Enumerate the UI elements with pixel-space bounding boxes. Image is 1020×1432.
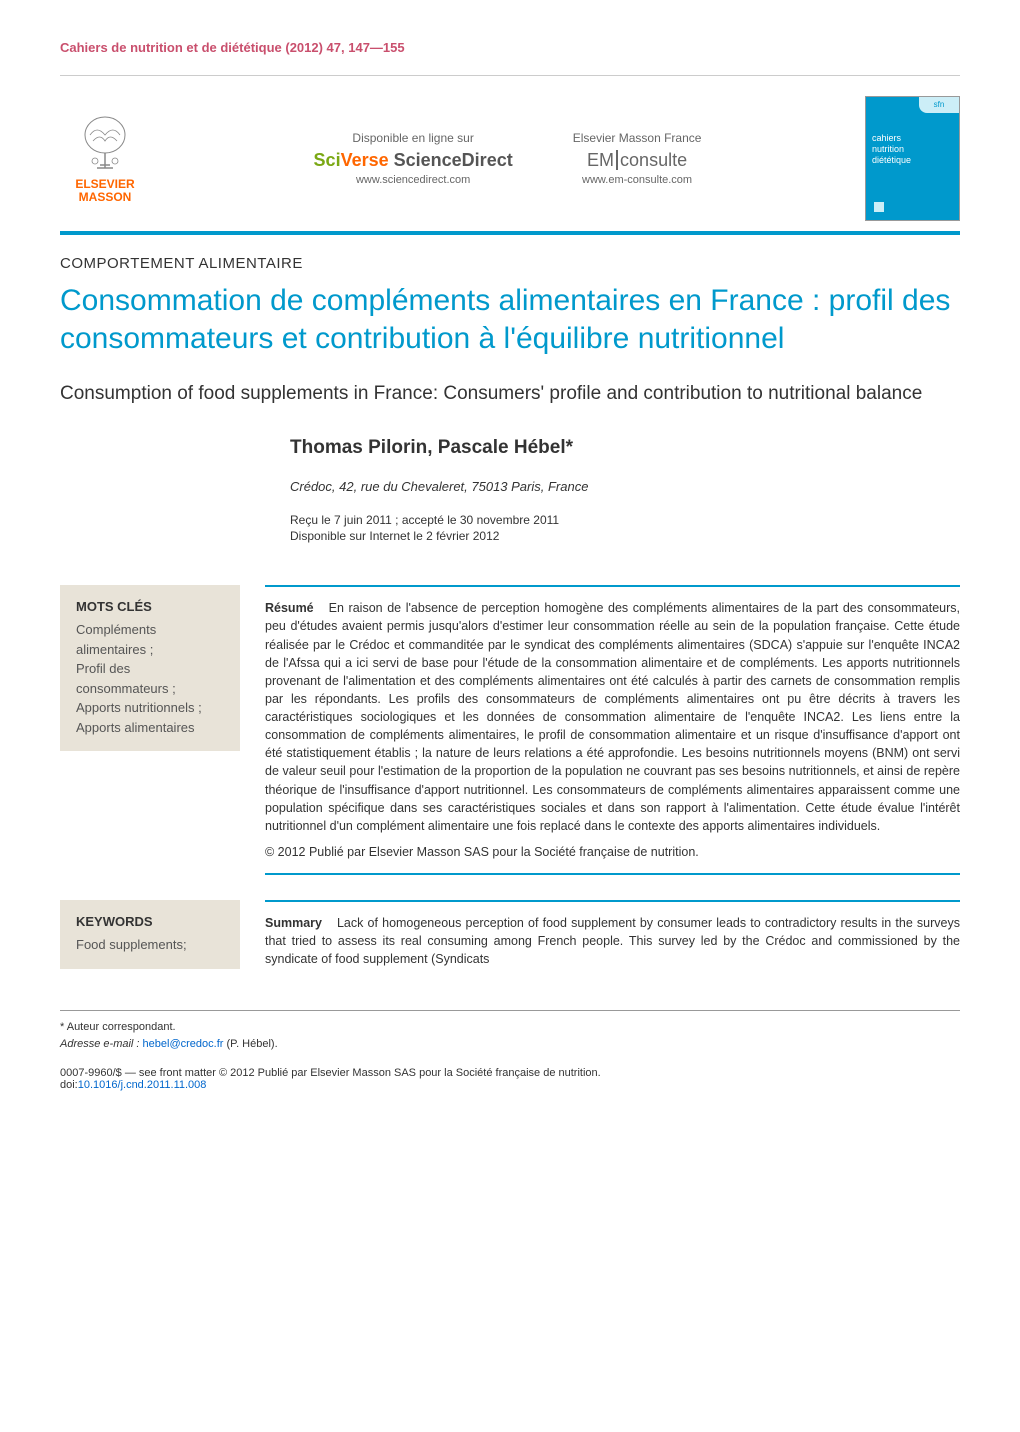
email-label: Adresse e-mail : xyxy=(60,1038,139,1050)
emconsulte-brand[interactable]: EMconsulte xyxy=(573,150,702,171)
resume-body: RésuméEn raison de l'absence de percepti… xyxy=(265,585,960,875)
summary-section: KEYWORDS Food supplements; SummaryLack o… xyxy=(60,900,960,980)
sciencedirect-url[interactable]: www.sciencedirect.com xyxy=(314,174,513,186)
header-center: Disponible en ligne sur SciVerse Science… xyxy=(314,131,702,186)
emconsulte-url[interactable]: www.em-consulte.com xyxy=(573,174,702,186)
sci-text: Sci xyxy=(314,150,341,170)
summary-label: Summary xyxy=(265,916,322,930)
elsevier-tree-icon xyxy=(75,113,135,173)
footnotes: * Auteur correspondant. Adresse e-mail :… xyxy=(60,1010,960,1052)
consulte-text: consulte xyxy=(616,150,687,170)
affiliation: Crédoc, 42, rue du Chevaleret, 75013 Par… xyxy=(290,479,960,494)
cover-line1: cahiers xyxy=(872,133,953,144)
online-date: Disponible sur Internet le 2 février 201… xyxy=(290,528,960,545)
author-email[interactable]: hebel@credoc.fr xyxy=(143,1038,224,1050)
resume-label: Résumé xyxy=(265,601,314,615)
mots-cles-list: Compléments alimentaires ; Profil des co… xyxy=(76,620,224,737)
elsevier-masson-label: Elsevier Masson France xyxy=(573,131,702,145)
summary-body: SummaryLack of homogeneous perception of… xyxy=(265,900,960,980)
article-title-fr: Consommation de compléments alimentaires… xyxy=(60,282,960,357)
keywords-box: KEYWORDS Food supplements; xyxy=(60,900,240,969)
keywords-title: KEYWORDS xyxy=(76,914,224,929)
mots-cles-title: MOTS CLÉS xyxy=(76,599,224,614)
mots-cles-box: MOTS CLÉS Compléments alimentaires ; Pro… xyxy=(60,585,240,751)
sciencedirect-text: ScienceDirect xyxy=(394,150,513,170)
verse-text: Verse xyxy=(341,150,394,170)
doi-label: doi: xyxy=(60,1079,78,1091)
corresponding-author: * Auteur correspondant. xyxy=(60,1019,960,1036)
email-suffix: (P. Hébel). xyxy=(226,1038,277,1050)
article-title-en: Consumption of food supplements in Franc… xyxy=(60,382,960,407)
cover-line2: nutrition xyxy=(872,144,953,155)
elsevier-label-2: MASSON xyxy=(75,191,134,204)
resume-copyright: © 2012 Publié par Elsevier Masson SAS po… xyxy=(265,843,960,861)
em-text: EM xyxy=(587,150,614,170)
doi-block: 0007-9960/$ — see front matter © 2012 Pu… xyxy=(60,1067,960,1091)
sciverse-brand[interactable]: SciVerse ScienceDirect xyxy=(314,150,513,171)
issn-line: 0007-9960/$ — see front matter © 2012 Pu… xyxy=(60,1067,960,1079)
doi-link[interactable]: 10.1016/j.cnd.2011.11.008 xyxy=(78,1079,207,1091)
journal-reference: Cahiers de nutrition et de diététique (2… xyxy=(60,40,960,55)
section-label: COMPORTEMENT ALIMENTAIRE xyxy=(60,255,960,272)
sciencedirect-block: Disponible en ligne sur SciVerse Science… xyxy=(314,131,513,186)
resume-text: En raison de l'absence de perception hom… xyxy=(265,601,960,833)
header-bar: ELSEVIER MASSON Disponible en ligne sur … xyxy=(60,75,960,235)
journal-cover: sfn cahiers nutrition diététique xyxy=(865,96,960,221)
resume-section: MOTS CLÉS Compléments alimentaires ; Pro… xyxy=(60,585,960,875)
available-online-label: Disponible en ligne sur xyxy=(314,131,513,145)
emconsulte-block: Elsevier Masson France EMconsulte www.em… xyxy=(573,131,702,186)
keywords-list: Food supplements; xyxy=(76,935,224,955)
cover-tab: sfn xyxy=(919,97,959,113)
elsevier-logo: ELSEVIER MASSON xyxy=(60,113,150,204)
cover-line3: diététique xyxy=(872,155,953,166)
received-accepted-date: Reçu le 7 juin 2011 ; accepté le 30 nove… xyxy=(290,512,960,529)
authors: Thomas Pilorin, Pascale Hébel* xyxy=(290,437,960,459)
cover-accent xyxy=(874,202,884,212)
summary-text: Lack of homogeneous perception of food s… xyxy=(265,916,960,966)
